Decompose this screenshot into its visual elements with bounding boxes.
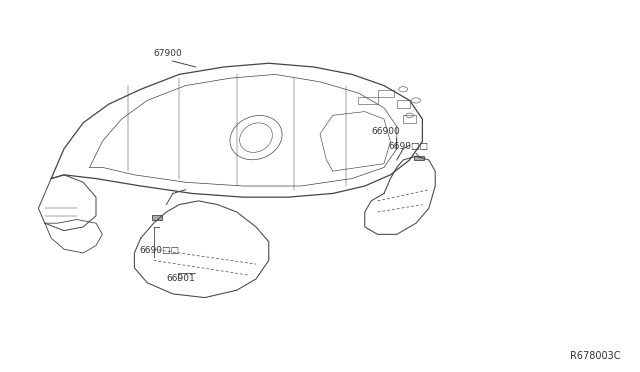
Text: R678003C: R678003C [570,351,621,361]
Bar [414,156,424,160]
Text: 6690□□: 6690□□ [140,246,179,255]
Text: 66901: 66901 [166,274,195,283]
Bar [378,90,394,97]
Text: 66900: 66900 [371,127,400,136]
Text: 67900: 67900 [154,49,182,58]
Bar [397,100,410,108]
Bar [358,97,378,104]
Text: 6690□□: 6690□□ [388,142,429,151]
Bar [152,215,162,220]
Bar [403,115,416,123]
